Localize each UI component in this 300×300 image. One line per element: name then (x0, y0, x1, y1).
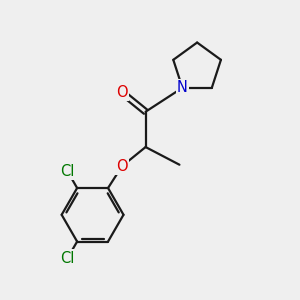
Text: O: O (116, 85, 128, 100)
Text: N: N (177, 80, 188, 95)
Text: Cl: Cl (60, 250, 75, 266)
Text: O: O (116, 159, 128, 174)
Text: Cl: Cl (60, 164, 75, 179)
